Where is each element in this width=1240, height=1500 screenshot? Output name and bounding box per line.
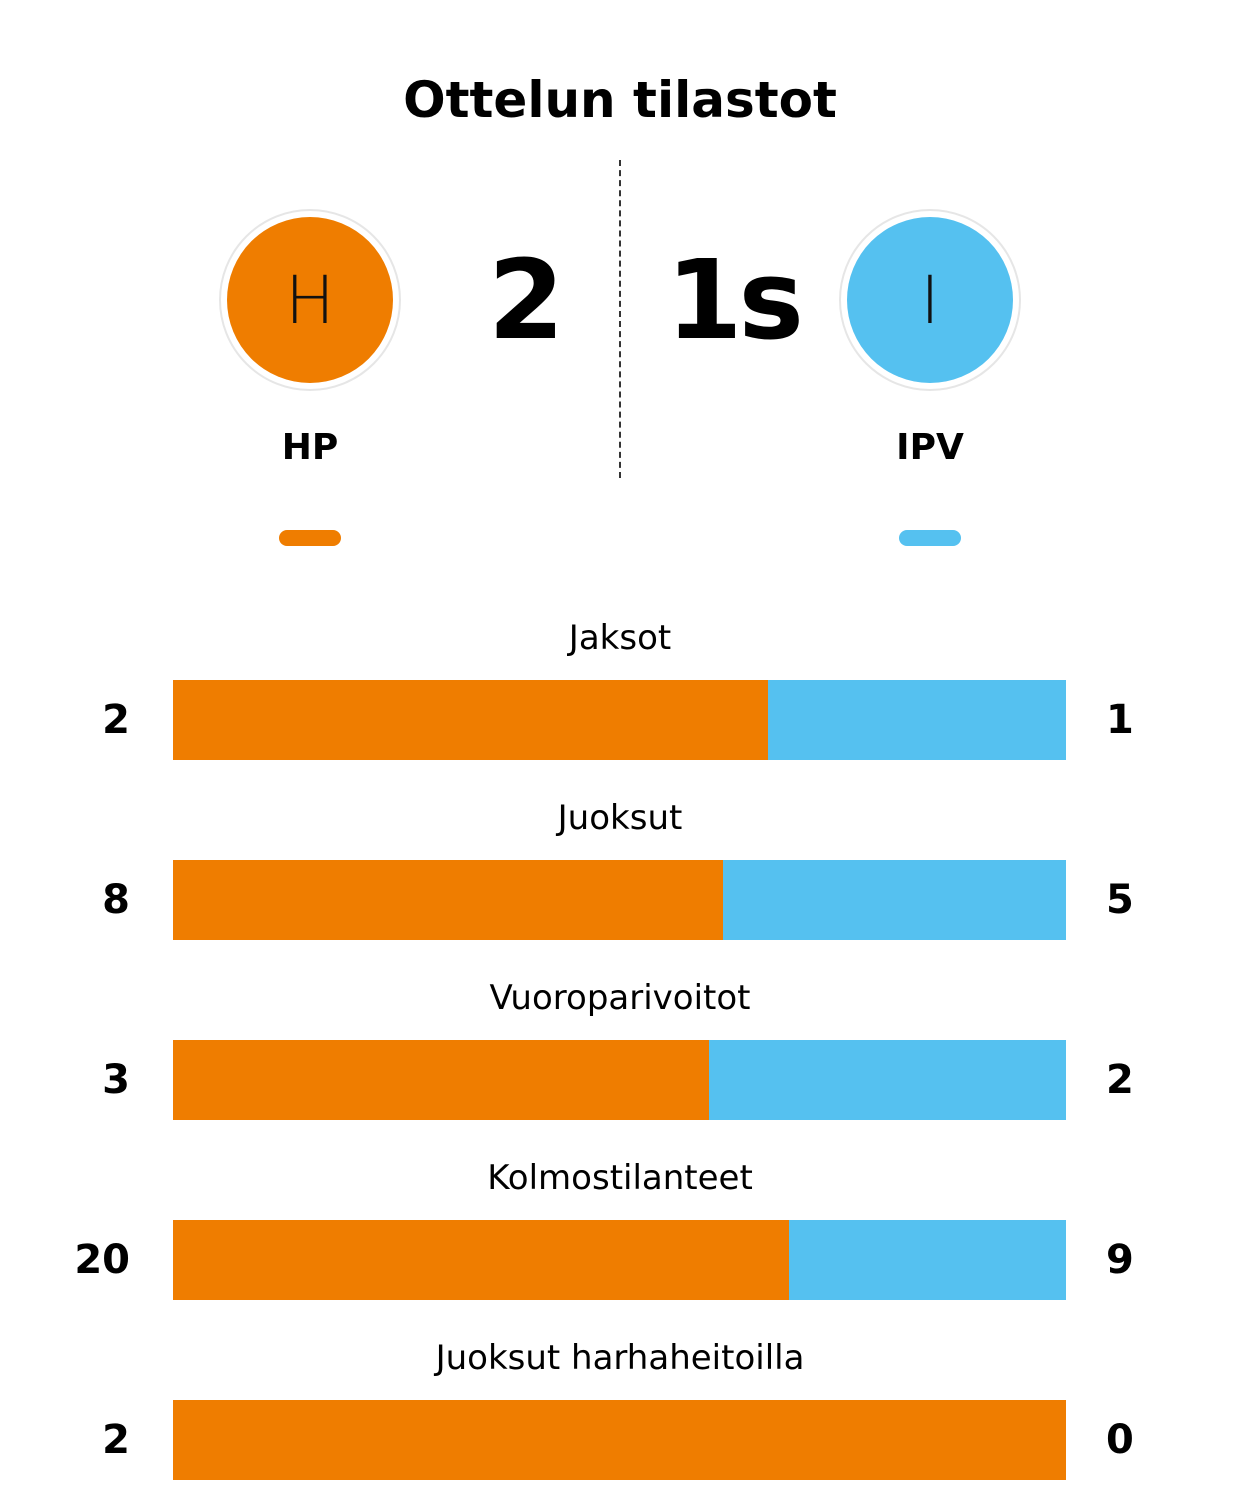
stat-label: Kolmostilanteet — [487, 1158, 753, 1198]
away-stat-value: 9 — [1106, 1237, 1134, 1283]
home-stat-value: 20 — [74, 1237, 130, 1283]
away-bar-segment — [768, 680, 1066, 760]
home-team-initial: H — [285, 261, 335, 339]
stat-label: Vuoroparivoitot — [489, 978, 751, 1018]
home-team-badge: H — [227, 217, 393, 383]
away-stat-value: 2 — [1106, 1057, 1134, 1103]
home-stat-value: 3 — [102, 1057, 130, 1103]
score-divider — [619, 160, 621, 478]
home-team-name: HP — [281, 427, 339, 468]
stat-label: Juoksut — [557, 798, 683, 838]
away-score: 1s — [666, 236, 804, 364]
away-stat-value: 1 — [1106, 697, 1134, 743]
stat-bar — [173, 1400, 1066, 1480]
away-stat-value: 5 — [1106, 877, 1134, 923]
home-stat-value: 8 — [102, 877, 130, 923]
chart-title: Ottelun tilastot — [403, 71, 837, 129]
home-stat-value: 2 — [102, 1417, 130, 1463]
stat-bar — [173, 680, 1066, 760]
away-team-badge: I — [847, 217, 1013, 383]
away-badge-ring — [839, 209, 1021, 391]
stat-bar — [173, 1040, 1066, 1120]
home-bar-segment — [173, 1040, 709, 1120]
away-bar-segment — [709, 1040, 1066, 1120]
home-bar-segment — [173, 1400, 1066, 1480]
away-team-name: IPV — [896, 427, 964, 468]
stat-bar — [173, 1220, 1066, 1300]
away-color-marker — [899, 530, 961, 546]
home-bar-segment — [173, 1220, 789, 1300]
home-stat-value: 2 — [102, 697, 130, 743]
home-color-marker — [279, 530, 341, 546]
stat-bar — [173, 860, 1066, 940]
away-stat-value: 0 — [1106, 1417, 1134, 1463]
stat-label: Juoksut harhaheitoilla — [435, 1338, 805, 1378]
away-team-initial: I — [920, 261, 940, 339]
stat-label: Jaksot — [568, 618, 672, 658]
home-bar-segment — [173, 860, 723, 940]
away-bar-segment — [789, 1220, 1066, 1300]
home-badge-ring — [219, 209, 401, 391]
away-bar-segment — [723, 860, 1066, 940]
home-bar-segment — [173, 680, 768, 760]
home-score: 2 — [488, 236, 565, 364]
